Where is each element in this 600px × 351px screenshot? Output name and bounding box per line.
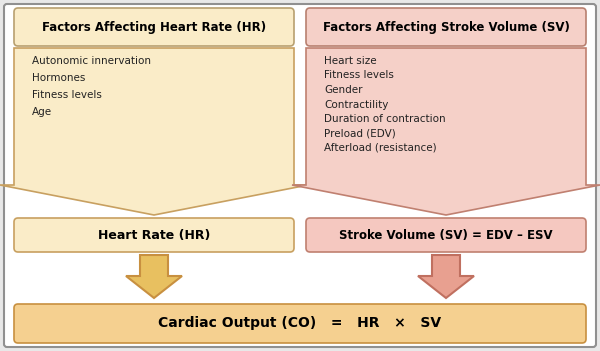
- FancyBboxPatch shape: [306, 8, 586, 46]
- FancyBboxPatch shape: [14, 218, 294, 252]
- FancyBboxPatch shape: [306, 218, 586, 252]
- Text: Contractility: Contractility: [324, 99, 388, 110]
- Polygon shape: [0, 48, 308, 215]
- Text: Factors Affecting Heart Rate (HR): Factors Affecting Heart Rate (HR): [42, 20, 266, 33]
- Text: Fitness levels: Fitness levels: [32, 90, 102, 100]
- FancyBboxPatch shape: [14, 304, 586, 343]
- Text: Preload (EDV): Preload (EDV): [324, 128, 396, 139]
- Polygon shape: [418, 255, 474, 298]
- Text: Age: Age: [32, 107, 52, 117]
- Text: Factors Affecting Stroke Volume (SV): Factors Affecting Stroke Volume (SV): [323, 20, 569, 33]
- Text: Hormones: Hormones: [32, 73, 85, 83]
- Text: Autonomic innervation: Autonomic innervation: [32, 56, 151, 66]
- Text: Afterload (resistance): Afterload (resistance): [324, 143, 437, 153]
- Text: Stroke Volume (SV) = EDV – ESV: Stroke Volume (SV) = EDV – ESV: [339, 229, 553, 241]
- Text: Duration of contraction: Duration of contraction: [324, 114, 446, 124]
- Text: Heart Rate (HR): Heart Rate (HR): [98, 229, 210, 241]
- Polygon shape: [292, 48, 600, 215]
- FancyBboxPatch shape: [4, 4, 596, 347]
- Polygon shape: [126, 255, 182, 298]
- Text: Gender: Gender: [324, 85, 362, 95]
- Text: Fitness levels: Fitness levels: [324, 71, 394, 80]
- Text: Cardiac Output (CO)   =   HR   ×   SV: Cardiac Output (CO) = HR × SV: [158, 317, 442, 331]
- FancyBboxPatch shape: [14, 8, 294, 46]
- Text: Heart size: Heart size: [324, 56, 377, 66]
